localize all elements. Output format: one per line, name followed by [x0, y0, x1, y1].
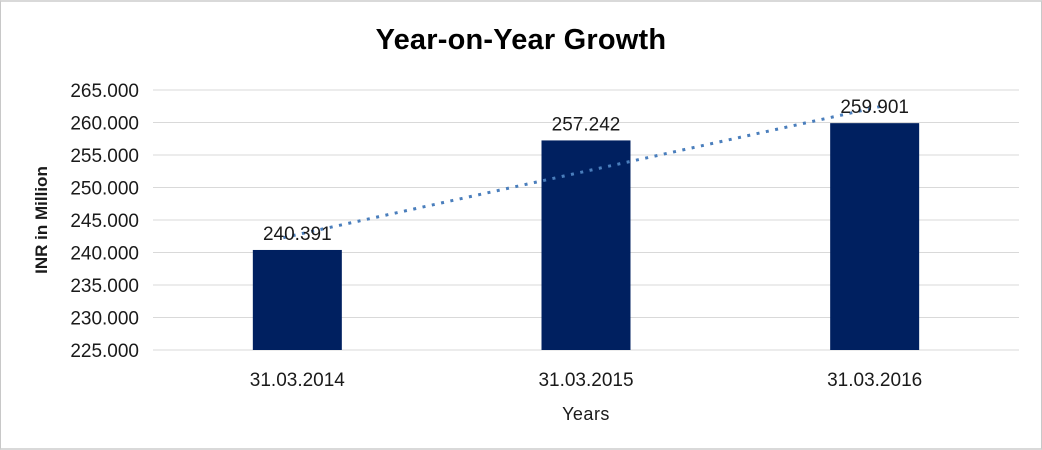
- x-tick-label: 31.03.2015: [538, 370, 633, 391]
- y-tick-label: 245.000: [70, 211, 139, 232]
- trendline: [283, 104, 883, 240]
- bar: [541, 140, 631, 350]
- bar: [252, 249, 342, 350]
- y-tick-label: 265.000: [70, 81, 139, 102]
- x-tick-label: 31.03.2014: [250, 370, 346, 391]
- x-axis-title: Years: [562, 404, 610, 424]
- data-label: 259.901: [840, 97, 909, 118]
- y-tick-label: 250.000: [70, 179, 139, 200]
- data-label: 257.242: [552, 114, 621, 135]
- chart-title: Year-on-Year Growth: [375, 24, 667, 56]
- y-tick-label: 230.000: [70, 309, 139, 330]
- data-label: 240.391: [263, 224, 332, 245]
- y-tick-label: 260.000: [70, 114, 139, 135]
- x-tick-label: 31.03.2016: [827, 370, 922, 391]
- y-tick-label: 240.000: [70, 244, 139, 265]
- bar: [830, 123, 920, 351]
- y-tick-label: 235.000: [70, 276, 139, 297]
- y-tick-label: 255.000: [70, 146, 139, 167]
- y-tick-label: 225.000: [70, 341, 139, 362]
